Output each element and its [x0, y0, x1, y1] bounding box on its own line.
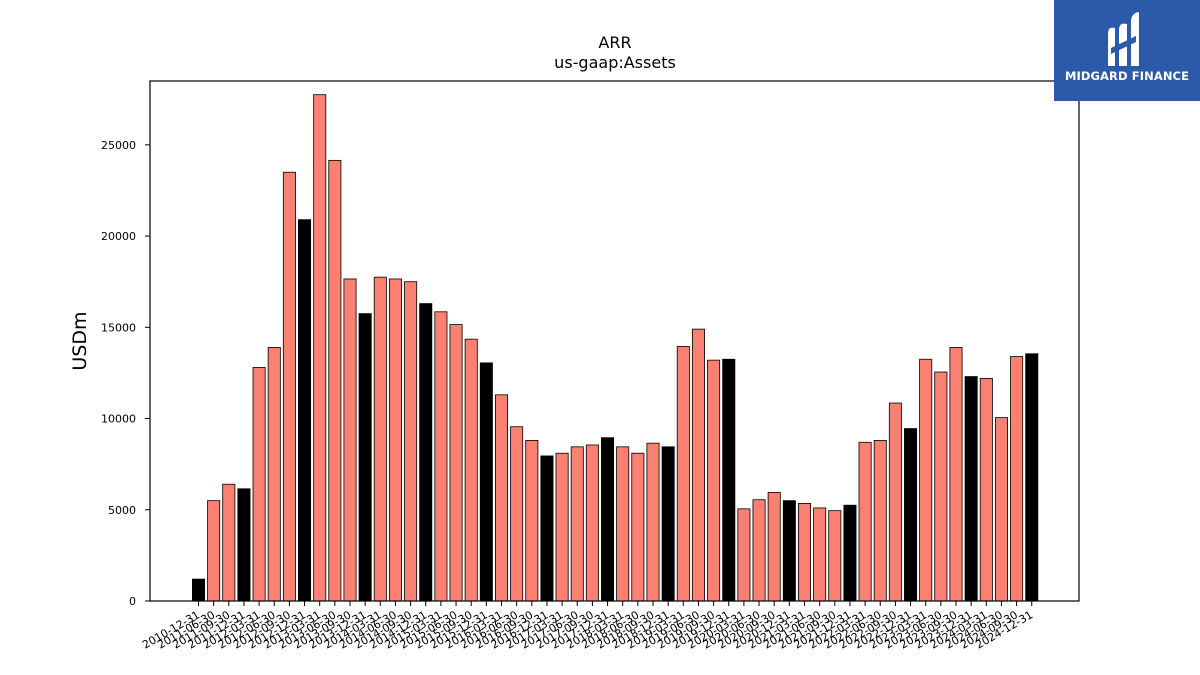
bar-2019-03-31 — [676, 346, 690, 602]
bar-2021-12-31 — [843, 504, 857, 602]
bar-2023-03-31 — [919, 358, 933, 602]
bar-2012-03-31 — [252, 367, 266, 602]
bar-2023-09-30 — [949, 346, 963, 602]
bar-2016-09-30 — [525, 440, 539, 602]
bar-2024-09-30 — [1010, 356, 1024, 602]
bar-2018-09-30 — [646, 442, 660, 602]
bar-2021-03-31 — [798, 502, 812, 602]
bar-2024-06-30 — [994, 417, 1008, 602]
bar-2013-03-31 — [313, 94, 327, 602]
bar-2014-09-30 — [404, 281, 418, 602]
bar-2022-09-30 — [888, 402, 902, 602]
bar-2014-03-31 — [373, 276, 387, 602]
bar-2023-06-30 — [934, 371, 948, 602]
bar-2012-09-30 — [282, 171, 296, 602]
y-tick-label: 0 — [129, 595, 136, 608]
bar-2015-03-31 — [434, 311, 448, 602]
bar-2018-12-31 — [661, 446, 675, 602]
bar-2022-03-31 — [858, 441, 872, 602]
bar-2020-12-31 — [782, 500, 796, 602]
brand-mark-icon — [1108, 12, 1139, 67]
bar-2014-12-31 — [419, 303, 433, 602]
bar-2011-12-31 — [237, 488, 251, 602]
bar-2017-12-31 — [601, 437, 615, 602]
bar-2024-12-31 — [1025, 353, 1039, 602]
chart-subtitle: us-gaap:Assets — [554, 53, 676, 72]
bar-2016-06-30 — [510, 426, 524, 602]
y-tick-label: 25000 — [101, 139, 136, 152]
bar-2020-03-31 — [737, 508, 751, 602]
bar-2012-12-31 — [298, 219, 312, 602]
bar-2022-12-31 — [904, 428, 918, 602]
brand-logo: MIDGARD FINANCE — [1054, 0, 1200, 101]
bar-2013-12-31 — [358, 313, 372, 602]
bar-2016-12-31 — [540, 455, 554, 602]
bars-group — [191, 94, 1039, 602]
bar-2014-06-30 — [388, 278, 402, 602]
bar-2017-06-30 — [570, 446, 584, 602]
y-tick-label: 5000 — [108, 504, 136, 517]
bar-2013-06-30 — [328, 159, 342, 602]
bar-2020-06-30 — [752, 499, 766, 602]
bar-2018-03-31 — [616, 446, 630, 602]
brand-name: MIDGARD FINANCE — [1064, 69, 1190, 83]
bar-2010-12-31 — [191, 578, 205, 602]
bar-2019-12-31 — [722, 358, 736, 602]
bar-2011-09-30 — [222, 483, 236, 602]
bar-2015-09-30 — [464, 338, 478, 602]
bar-2011-06-30 — [207, 500, 221, 602]
chart-title: ARR — [598, 33, 631, 52]
bar-2017-09-30 — [585, 444, 599, 602]
y-tick-label: 10000 — [101, 413, 136, 426]
bar-2015-06-30 — [449, 324, 463, 602]
bar-2017-03-31 — [555, 452, 569, 602]
bar-2020-09-30 — [767, 492, 781, 602]
bar-2015-12-31 — [479, 362, 493, 602]
y-axis-label: USDm — [69, 311, 91, 370]
y-tick-label: 20000 — [101, 230, 136, 243]
bar-2019-06-30 — [691, 328, 705, 602]
y-tick-label: 15000 — [101, 321, 136, 334]
bar-2018-06-30 — [631, 452, 645, 602]
plot-frame — [149, 80, 1080, 602]
bar-2023-12-31 — [964, 376, 978, 602]
bar-2019-09-30 — [707, 359, 721, 602]
bar-2021-09-30 — [828, 510, 842, 602]
bar-2022-06-30 — [873, 440, 887, 602]
x-axis-ticks: 2010-12-312011-06-302011-09-302011-12-31… — [140, 601, 1035, 652]
y-axis-ticks: 0 5000 10000 15000 20000 25000 — [101, 139, 150, 608]
bar-2024-03-31 — [979, 377, 993, 602]
bar-2016-03-31 — [494, 394, 508, 602]
bar-2012-06-30 — [267, 346, 281, 602]
bar-2013-09-30 — [343, 278, 357, 602]
bar-2021-06-30 — [813, 507, 827, 602]
